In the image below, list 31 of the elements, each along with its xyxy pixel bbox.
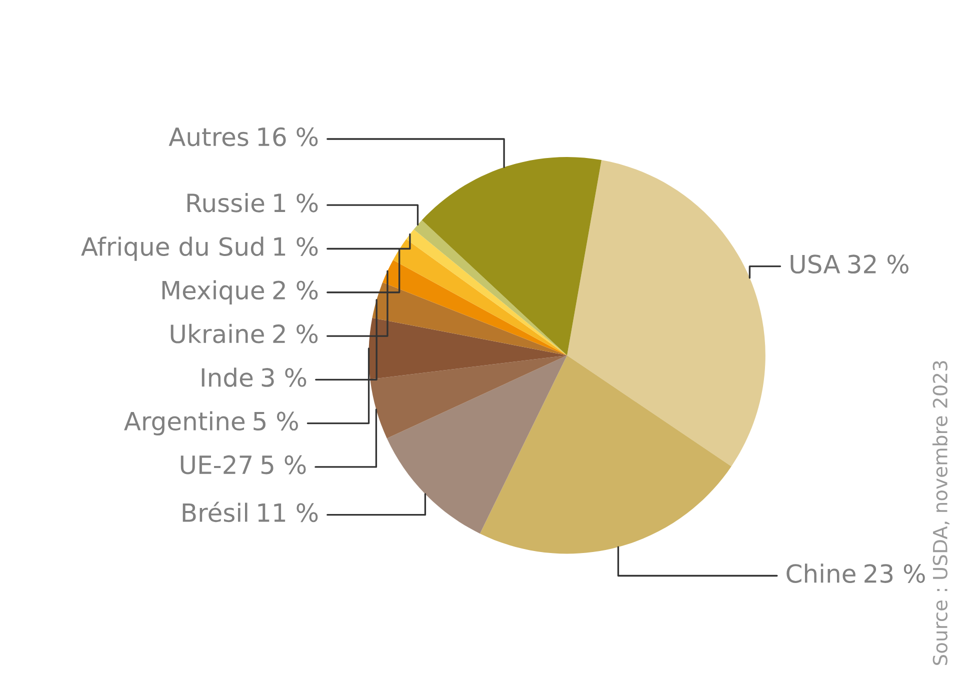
pie-slice	[422, 156, 602, 356]
slice-label: Brésil	[182, 502, 248, 522]
data-label: 5 %	[254, 412, 298, 431]
pie-slice	[567, 160, 766, 466]
slice-label: Autres	[168, 128, 248, 146]
slice-label: Mexique	[162, 280, 264, 304]
data-label: 2 %	[273, 280, 318, 300]
slice-label: Argentine	[124, 411, 245, 436]
data-label: 32 %	[848, 254, 908, 274]
slice-label: Afrique du Sud	[81, 236, 264, 261]
data-label: 1 %	[274, 237, 318, 256]
data-label: 11 %	[258, 503, 318, 522]
slice-label: Russie	[187, 193, 264, 212]
data-label: 5 %	[261, 455, 306, 474]
pie-slice	[372, 282, 568, 356]
pie-slice	[368, 318, 568, 380]
slice-label: USA	[790, 254, 840, 274]
data-label: 1 %	[274, 193, 318, 212]
pie-slice	[386, 355, 568, 534]
slice-label: Inde	[202, 368, 253, 387]
data-label: 16 %	[258, 127, 318, 146]
slice-label: UE-27	[180, 455, 252, 474]
source-note: Source : USDA, novembre 2023	[932, 361, 950, 665]
pie-slice	[382, 260, 568, 356]
data-label: 2 %	[273, 324, 318, 344]
pie-slice	[370, 355, 568, 438]
slice-label: Ukraine	[170, 324, 264, 344]
slice-label: Chine	[786, 564, 856, 583]
data-label: 3 %	[262, 368, 306, 387]
pie-slice	[480, 355, 732, 554]
data-label: 23 %	[864, 564, 925, 583]
